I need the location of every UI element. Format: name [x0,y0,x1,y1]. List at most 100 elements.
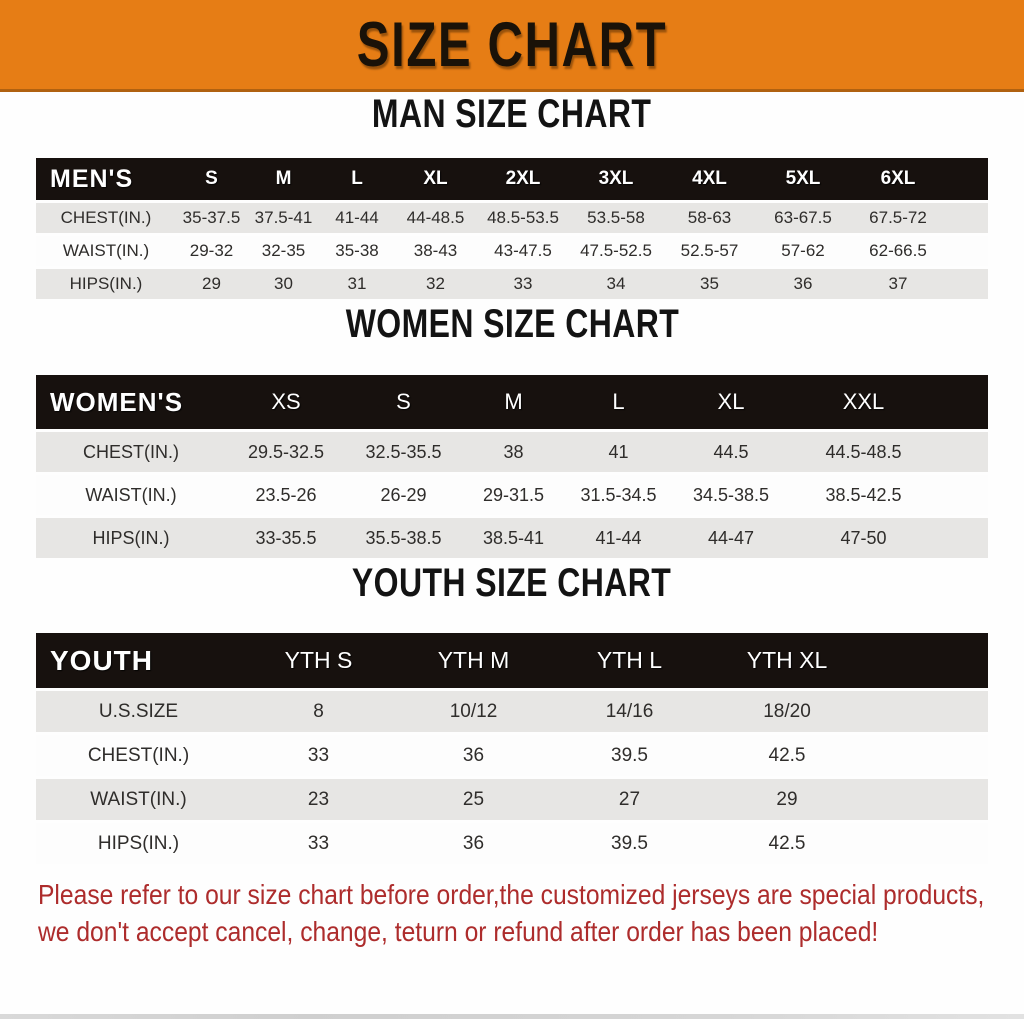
value-cell: 14/16 [551,691,708,732]
value-cell: 63-67.5 [756,203,850,233]
youth-size-table: YOUTH YTH S YTH M YTH L YTH XL U.S.SIZE … [36,630,988,867]
value-cell: 38.5-41 [461,518,566,558]
youth-ussize-row: U.S.SIZE 8 10/12 14/16 18/20 [36,691,988,732]
value-cell: 44-48.5 [394,203,477,233]
women-size-header: XXL [791,375,936,429]
value-cell: 38-43 [394,236,477,266]
value-cell: 44.5 [671,432,791,472]
value-cell: 33-35.5 [226,518,346,558]
man-size-header: 2XL [477,158,569,200]
value-cell: 32 [394,269,477,299]
row-label: WAIST(IN.) [36,779,241,820]
row-label: WAIST(IN.) [36,236,176,266]
value-cell: 38.5-42.5 [791,475,936,515]
youth-size-header: YTH M [396,633,551,688]
row-label: HIPS(IN.) [36,269,176,299]
spacer-cell [946,269,988,299]
value-cell: 33 [477,269,569,299]
disclaimer-line-2: we don't accept cancel, change, teturn o… [38,916,879,947]
women-size-header: M [461,375,566,429]
value-cell: 10/12 [396,691,551,732]
banner-title: SIZE CHART [356,9,668,80]
man-size-header: 4XL [663,158,756,200]
value-cell: 35 [663,269,756,299]
value-cell: 33 [241,735,396,776]
value-cell: 29 [708,779,866,820]
women-size-header: S [346,375,461,429]
youth-size-header: YTH XL [708,633,866,688]
value-cell: 38 [461,432,566,472]
man-group-label: MEN'S [36,158,176,200]
value-cell: 18/20 [708,691,866,732]
section-title-women: WOMEN SIZE CHART [0,302,1024,346]
value-cell: 47.5-52.5 [569,236,663,266]
value-cell: 41-44 [566,518,671,558]
value-cell: 41-44 [320,203,394,233]
man-size-table: MEN'S S M L XL 2XL 3XL 4XL 5XL 6XL CHEST… [36,155,988,302]
row-label: HIPS(IN.) [36,518,226,558]
section-title-youth-text: YOUTH SIZE CHART [352,561,672,605]
value-cell: 23.5-26 [226,475,346,515]
man-waist-row: WAIST(IN.) 29-32 32-35 35-38 38-43 43-47… [36,236,988,266]
value-cell: 33 [241,823,396,864]
bottom-strip [0,1014,1024,1019]
spacer-cell [866,779,988,820]
women-chest-row: CHEST(IN.) 29.5-32.5 32.5-35.5 38 41 44.… [36,432,988,472]
spacer-cell [866,735,988,776]
section-title-women-text: WOMEN SIZE CHART [345,302,679,346]
section-title-youth: YOUTH SIZE CHART [0,561,1024,605]
value-cell: 32.5-35.5 [346,432,461,472]
youth-header-row: YOUTH YTH S YTH M YTH L YTH XL [36,633,988,688]
value-cell: 23 [241,779,396,820]
spacer-cell [936,375,988,429]
value-cell: 35-38 [320,236,394,266]
value-cell: 48.5-53.5 [477,203,569,233]
value-cell: 34.5-38.5 [671,475,791,515]
value-cell: 34 [569,269,663,299]
spacer-cell [936,432,988,472]
value-cell: 62-66.5 [850,236,946,266]
value-cell: 52.5-57 [663,236,756,266]
women-size-table: WOMEN'S XS S M L XL XXL CHEST(IN.) 29.5-… [36,372,988,561]
value-cell: 29 [176,269,247,299]
spacer-cell [936,518,988,558]
youth-size-header: YTH L [551,633,708,688]
disclaimer: Please refer to our size chart before or… [0,876,1024,950]
youth-chest-row: CHEST(IN.) 33 36 39.5 42.5 [36,735,988,776]
man-hips-row: HIPS(IN.) 29 30 31 32 33 34 35 36 37 [36,269,988,299]
man-size-header: 6XL [850,158,946,200]
spacer-cell [946,158,988,200]
value-cell: 53.5-58 [569,203,663,233]
women-size-header: L [566,375,671,429]
value-cell: 37 [850,269,946,299]
value-cell: 30 [247,269,320,299]
value-cell: 44-47 [671,518,791,558]
value-cell: 58-63 [663,203,756,233]
women-size-header: XL [671,375,791,429]
spacer-cell [936,475,988,515]
value-cell: 41 [566,432,671,472]
youth-size-header: YTH S [241,633,396,688]
value-cell: 35-37.5 [176,203,247,233]
value-cell: 35.5-38.5 [346,518,461,558]
value-cell: 26-29 [346,475,461,515]
value-cell: 31.5-34.5 [566,475,671,515]
value-cell: 36 [756,269,850,299]
row-label: CHEST(IN.) [36,735,241,776]
disclaimer-line-1: Please refer to our size chart before or… [38,879,985,910]
spacer-cell [946,236,988,266]
man-header-row: MEN'S S M L XL 2XL 3XL 4XL 5XL 6XL [36,158,988,200]
women-waist-row: WAIST(IN.) 23.5-26 26-29 29-31.5 31.5-34… [36,475,988,515]
women-size-header: XS [226,375,346,429]
man-size-header: 5XL [756,158,850,200]
row-label: WAIST(IN.) [36,475,226,515]
women-header-row: WOMEN'S XS S M L XL XXL [36,375,988,429]
value-cell: 42.5 [708,735,866,776]
value-cell: 39.5 [551,735,708,776]
section-title-man-text: MAN SIZE CHART [372,92,652,136]
value-cell: 67.5-72 [850,203,946,233]
value-cell: 29-32 [176,236,247,266]
row-label: U.S.SIZE [36,691,241,732]
spacer-cell [866,633,988,688]
youth-group-label: YOUTH [36,633,241,688]
